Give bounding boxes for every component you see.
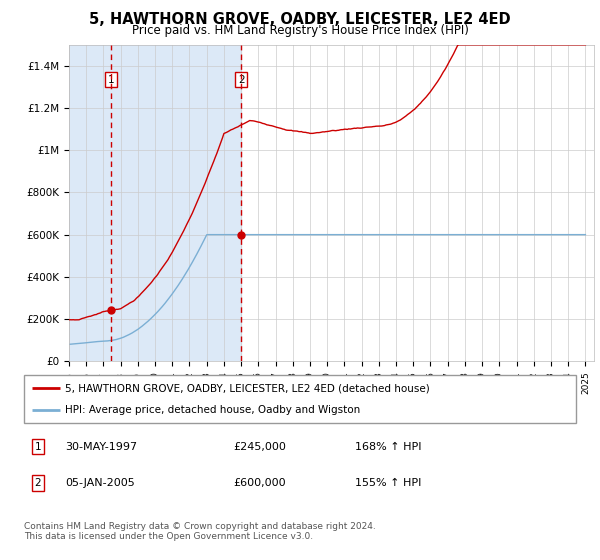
Text: £245,000: £245,000 (234, 442, 287, 451)
Text: 2: 2 (238, 74, 245, 85)
Text: 155% ↑ HPI: 155% ↑ HPI (355, 478, 422, 488)
Text: Price paid vs. HM Land Registry's House Price Index (HPI): Price paid vs. HM Land Registry's House … (131, 24, 469, 37)
Text: Contains HM Land Registry data © Crown copyright and database right 2024.
This d: Contains HM Land Registry data © Crown c… (24, 522, 376, 542)
Text: 168% ↑ HPI: 168% ↑ HPI (355, 442, 422, 451)
Text: 30-MAY-1997: 30-MAY-1997 (65, 442, 137, 451)
Bar (69, 45, 241, 361)
Text: 1: 1 (107, 74, 114, 85)
Text: HPI: Average price, detached house, Oadby and Wigston: HPI: Average price, detached house, Oadb… (65, 405, 361, 415)
Text: 05-JAN-2005: 05-JAN-2005 (65, 478, 135, 488)
Text: 5, HAWTHORN GROVE, OADBY, LEICESTER, LE2 4ED (detached house): 5, HAWTHORN GROVE, OADBY, LEICESTER, LE2… (65, 383, 430, 393)
Text: 5, HAWTHORN GROVE, OADBY, LEICESTER, LE2 4ED: 5, HAWTHORN GROVE, OADBY, LEICESTER, LE2… (89, 12, 511, 27)
Text: £600,000: £600,000 (234, 478, 286, 488)
Text: 1: 1 (34, 442, 41, 451)
FancyBboxPatch shape (24, 375, 576, 423)
Text: 2: 2 (34, 478, 41, 488)
